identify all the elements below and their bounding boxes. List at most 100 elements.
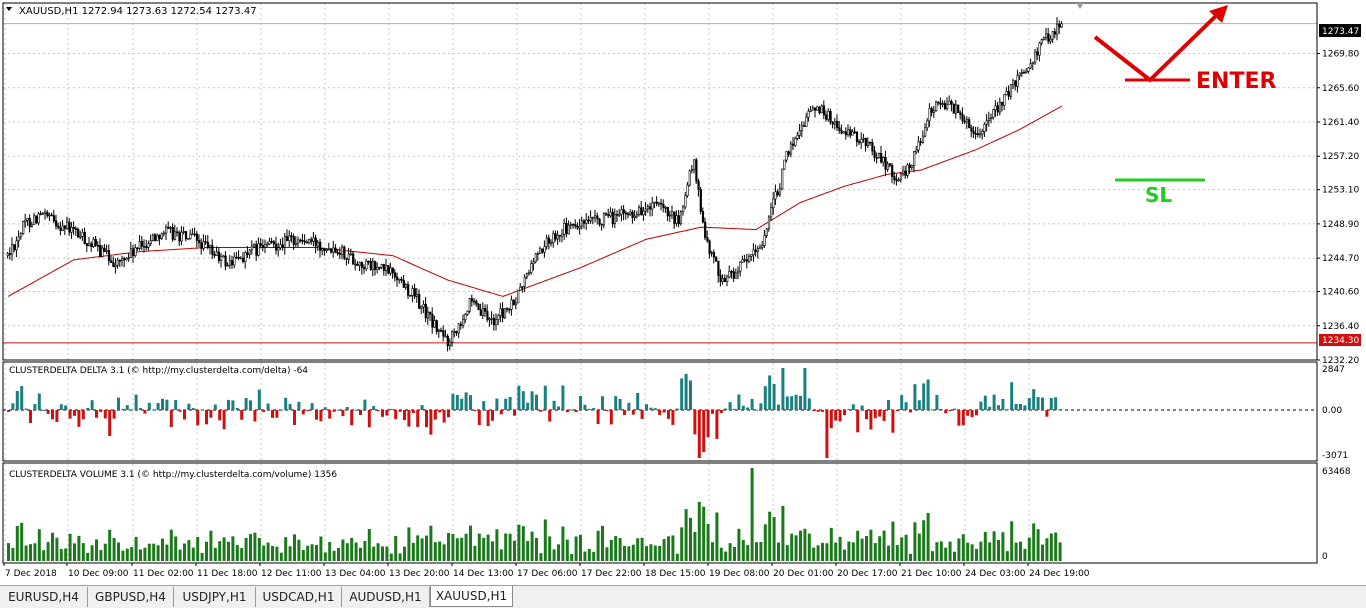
candle: [926, 118, 929, 131]
tab-eurusd[interactable]: EURUSD,H4: [0, 587, 88, 607]
delta-bar: [411, 410, 415, 414]
candle: [807, 108, 810, 122]
candle: [61, 220, 64, 231]
candle: [957, 104, 960, 113]
candle: [314, 234, 317, 254]
delta-bar: [174, 400, 178, 410]
volume-bar: [939, 541, 943, 561]
delta-bar: [29, 410, 32, 423]
candle: [371, 258, 375, 277]
volume-bar: [354, 542, 358, 561]
delta-bar: [702, 410, 706, 453]
delta-bar: [95, 410, 98, 418]
volume-bar: [715, 512, 719, 561]
volume-bar: [992, 531, 996, 561]
delta-bar: [51, 410, 54, 420]
candle: [935, 100, 938, 112]
candle: [272, 239, 276, 248]
moving-average-line: [7, 105, 1063, 297]
chart-menu-triangle-icon[interactable]: [6, 7, 12, 11]
volume-bar: [165, 544, 169, 561]
delta-bar: [1027, 398, 1031, 410]
delta-bar: [579, 396, 582, 410]
candle: [173, 224, 177, 241]
volume-bar: [821, 542, 824, 561]
candle: [618, 209, 621, 218]
volume-axis-zero: 0: [1322, 552, 1328, 562]
volume-bar: [491, 541, 494, 561]
volume-bar: [130, 547, 134, 561]
chart-shift-marker-icon[interactable]: [1076, 3, 1084, 9]
delta-bar: [653, 408, 657, 410]
delta-bar: [975, 410, 978, 416]
delta-bar: [205, 410, 208, 425]
delta-bar: [464, 392, 468, 410]
candle: [814, 107, 817, 118]
volume-bar: [587, 549, 591, 561]
delta-bar: [596, 410, 600, 424]
candle: [616, 210, 619, 223]
volume-bar: [301, 550, 305, 561]
volume-bar: [367, 529, 371, 561]
delta-indicator-panel[interactable]: [2, 361, 1318, 462]
candle: [992, 108, 995, 120]
volume-bar: [843, 549, 846, 561]
volume-bar: [433, 542, 437, 561]
delta-bar: [904, 402, 908, 410]
delta-bar: [442, 410, 446, 423]
volume-bar: [807, 533, 811, 561]
candle: [200, 238, 203, 255]
candle: [446, 333, 449, 352]
time-axis-label: 19 Dec 08:00: [709, 569, 770, 579]
candle: [338, 247, 342, 259]
tab-xauusd[interactable]: XAUUSD,H1: [430, 586, 513, 607]
candle: [829, 108, 832, 125]
tab-audusd[interactable]: AUDUSD,H1: [342, 587, 430, 607]
candle: [990, 113, 993, 124]
volume-bar: [737, 528, 741, 561]
candle: [875, 152, 878, 164]
delta-bar: [253, 410, 257, 422]
volume-bar: [926, 512, 930, 561]
candle: [349, 248, 353, 256]
delta-bar: [134, 394, 138, 410]
candle: [398, 278, 401, 284]
delta-bar: [416, 410, 420, 427]
volume-bar: [253, 532, 257, 561]
delta-bar: [130, 409, 134, 411]
candle: [466, 310, 469, 316]
tab-gbpusd[interactable]: GBPUSD,H4: [88, 587, 174, 607]
volume-bar: [983, 531, 987, 561]
candle: [642, 206, 645, 221]
candle: [569, 221, 573, 230]
delta-bar: [689, 380, 692, 410]
volume-bar: [913, 522, 917, 561]
tab-usdcad[interactable]: USDCAD,H1: [256, 587, 342, 607]
candle: [891, 162, 894, 184]
candle: [281, 237, 284, 251]
volume-indicator-panel[interactable]: [2, 462, 1318, 564]
delta-bar: [350, 410, 354, 426]
candle: [261, 239, 265, 252]
volume-bar: [473, 545, 477, 561]
delta-bar: [728, 402, 732, 410]
stop-loss-annotation: SL: [1115, 178, 1205, 207]
candle: [39, 210, 42, 216]
candle: [1056, 17, 1059, 41]
candle: [686, 181, 689, 198]
candle: [332, 240, 335, 258]
candle: [1018, 72, 1021, 80]
candle: [886, 161, 889, 172]
delta-bar: [306, 410, 310, 411]
candle: [83, 227, 86, 245]
delta-bar: [926, 379, 930, 410]
candle: [539, 246, 542, 254]
delta-bar: [407, 410, 411, 427]
main-price-panel[interactable]: [2, 2, 1318, 361]
candle: [561, 229, 564, 243]
tab-usdjpy[interactable]: USDJPY,H1: [174, 587, 256, 607]
time-axis-label: 24 Dec 19:00: [1029, 569, 1090, 579]
candle: [305, 239, 309, 244]
candle: [237, 250, 240, 261]
